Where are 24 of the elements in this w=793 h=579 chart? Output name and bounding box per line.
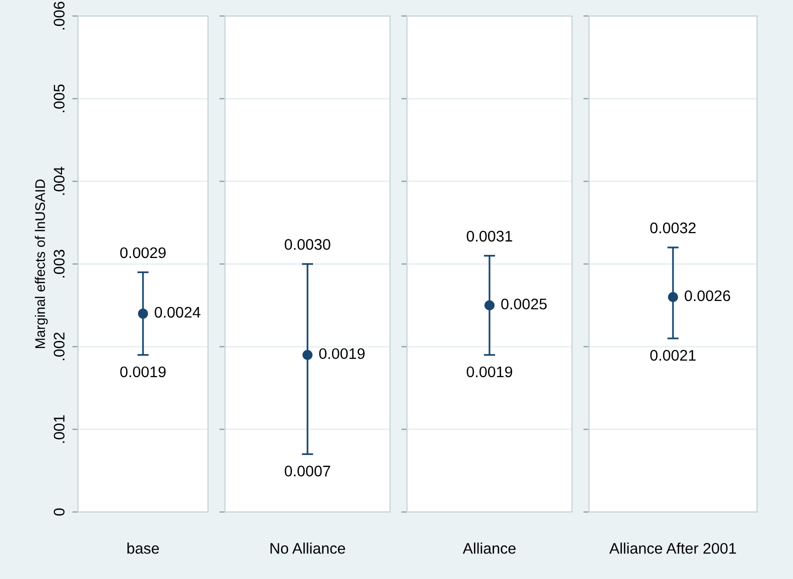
annotation: 0.0019 [120,366,166,378]
annotation: 0.0019 [466,366,512,378]
annotation: 0.0032 [650,222,696,234]
annotation: 0.0007 [284,466,330,476]
y-tick-label: 0 [54,508,65,516]
y-tick-label: .006 [54,2,65,30]
annotation: 0.0021 [650,350,696,361]
x-tick-label: Alliance [462,542,516,554]
annotation: 0.0030 [284,239,330,250]
y-tick-label: .002 [54,332,65,360]
data-label: 0.0024 [154,306,200,318]
y-tick-label: .001 [54,415,65,443]
x-tick-label: No Alliance [270,542,346,554]
y-tick-label: .005 [54,84,65,112]
data-label: 0.0026 [684,290,730,302]
x-tick-label: base [127,542,159,554]
annotation: 0.0031 [466,230,512,242]
y-axis-title: Marginal effects of lnUSAID [34,179,48,348]
y-tick-label: .003 [54,250,65,278]
annotation: 0.0029 [120,247,166,258]
data-label: 0.0025 [501,298,547,310]
y-tick-label: .004 [54,166,65,195]
x-tick-label: Alliance After 2001 [609,542,736,554]
data-label: 0.0019 [319,348,365,360]
